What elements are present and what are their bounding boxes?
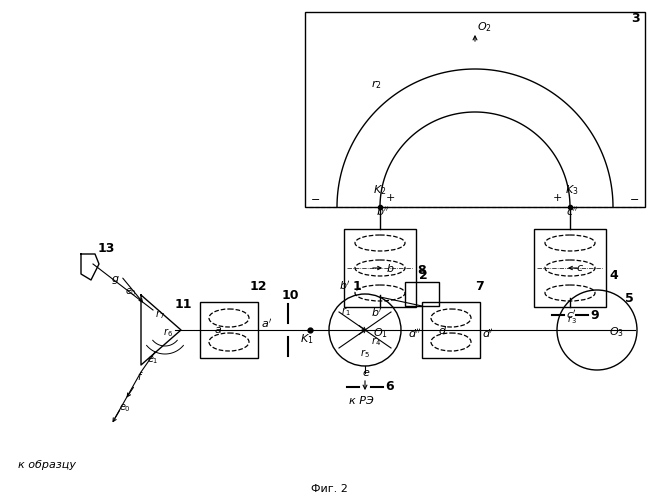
Text: $f$: $f$ bbox=[137, 370, 144, 382]
Text: 9: 9 bbox=[590, 309, 598, 322]
Text: 8: 8 bbox=[418, 264, 426, 277]
Text: $r_5$: $r_5$ bbox=[360, 347, 370, 360]
Text: 1: 1 bbox=[353, 280, 362, 293]
Bar bbox=[305, 12, 645, 207]
Bar bbox=[200, 302, 258, 358]
Text: $e_1$: $e_1$ bbox=[147, 354, 159, 366]
Text: $-$: $-$ bbox=[310, 193, 320, 203]
Text: 12: 12 bbox=[250, 280, 268, 293]
Text: $e_0$: $e_0$ bbox=[125, 286, 137, 298]
Text: 2: 2 bbox=[419, 269, 428, 282]
Bar bbox=[344, 229, 416, 307]
Text: к образцу: к образцу bbox=[18, 460, 76, 470]
Text: $O_3$: $O_3$ bbox=[609, 325, 624, 339]
Text: $e$: $e$ bbox=[362, 368, 370, 378]
Text: 6: 6 bbox=[385, 380, 393, 393]
Text: $b'$: $b'$ bbox=[371, 306, 383, 320]
Text: $d$: $d$ bbox=[438, 324, 447, 336]
Text: 11: 11 bbox=[175, 298, 192, 311]
Bar bbox=[405, 282, 439, 306]
Text: $e_0$: $e_0$ bbox=[119, 402, 131, 414]
Text: к РЭ: к РЭ bbox=[349, 396, 374, 406]
Text: $a'$: $a'$ bbox=[261, 318, 272, 330]
Text: $-$: $-$ bbox=[629, 193, 639, 203]
Text: $d'$: $d'$ bbox=[482, 328, 494, 340]
Text: $+$: $+$ bbox=[552, 192, 562, 203]
Text: 13: 13 bbox=[98, 242, 115, 255]
Text: $r_1$: $r_1$ bbox=[341, 305, 351, 318]
Text: $r_6$: $r_6$ bbox=[163, 326, 173, 339]
Text: $b$: $b$ bbox=[386, 262, 395, 274]
Text: 10: 10 bbox=[282, 289, 299, 302]
Text: $a$: $a$ bbox=[214, 325, 222, 335]
Text: $d''$: $d''$ bbox=[408, 328, 422, 340]
Text: $O_2$: $O_2$ bbox=[477, 20, 492, 34]
Text: $b'$: $b'$ bbox=[339, 280, 351, 292]
Text: $b''$: $b''$ bbox=[376, 206, 390, 218]
Text: $K_1$: $K_1$ bbox=[300, 332, 314, 346]
Text: $+$: $+$ bbox=[385, 192, 395, 203]
Text: 7: 7 bbox=[475, 280, 484, 293]
Text: $r_4$: $r_4$ bbox=[371, 335, 381, 348]
Bar bbox=[534, 229, 606, 307]
Text: $c$: $c$ bbox=[576, 263, 584, 273]
Text: $c''$: $c''$ bbox=[566, 206, 579, 218]
Text: 3: 3 bbox=[631, 12, 640, 25]
Text: $K_2$: $K_2$ bbox=[373, 183, 386, 197]
Text: 5: 5 bbox=[625, 292, 634, 305]
Bar bbox=[422, 302, 480, 358]
Text: $r_3$: $r_3$ bbox=[567, 313, 577, 326]
Text: $g$: $g$ bbox=[111, 274, 120, 286]
Text: Фиг. 2: Фиг. 2 bbox=[310, 484, 347, 494]
Text: $c'$: $c'$ bbox=[566, 308, 577, 322]
Text: $O_1$: $O_1$ bbox=[373, 326, 388, 340]
Text: $r_2$: $r_2$ bbox=[370, 78, 382, 91]
Text: 4: 4 bbox=[609, 269, 617, 282]
Text: $K_3$: $K_3$ bbox=[565, 183, 579, 197]
Text: $r_7$: $r_7$ bbox=[155, 308, 165, 321]
